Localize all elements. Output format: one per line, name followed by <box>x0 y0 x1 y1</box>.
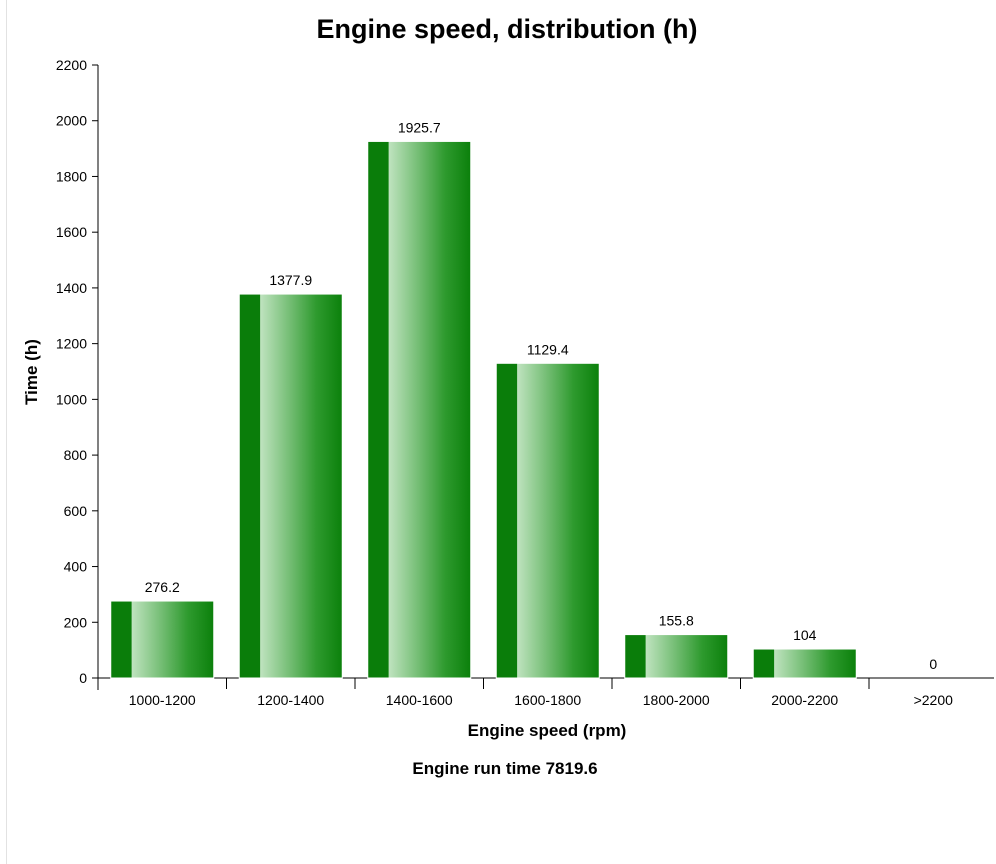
bar <box>624 634 729 679</box>
y-axis: 0 200 400 600 800 1000 1200 1400 1600 1800 2000 220… <box>56 57 99 690</box>
data-label: 1377.9 <box>269 272 312 288</box>
y-tick-label: 1200 <box>56 336 87 352</box>
data-label: 1129.4 <box>527 341 569 357</box>
bar <box>110 600 215 679</box>
bar <box>367 140 472 679</box>
y-tick-label: 400 <box>64 559 88 575</box>
y-tick-label: 800 <box>64 447 88 463</box>
x-tick-label: >2200 <box>914 692 954 708</box>
bar <box>238 293 343 679</box>
x-tick-label: 2000-2200 <box>771 692 838 708</box>
x-tick-label: 1400-1600 <box>386 692 453 708</box>
x-tick-label: 1200-1400 <box>257 692 324 708</box>
y-axis-title: Time (h) <box>22 339 41 405</box>
data-labels: 276.2 1377.9 1925.7 1129.4 155.8 104 0 <box>145 119 938 672</box>
x-tick-label: 1600-1800 <box>514 692 581 708</box>
data-label: 1925.7 <box>398 119 441 135</box>
x-tick-label: 1000-1200 <box>129 692 196 708</box>
x-axis: 1000-1200 1200-1400 1400-1600 1600-1800 1800… <box>97 677 994 708</box>
y-tick-label: 1000 <box>56 391 87 407</box>
engine-run-time-footer: Engine run time 7819.6 <box>412 759 597 778</box>
chart-title: Engine speed, distribution (h) <box>317 14 698 44</box>
data-label: 155.8 <box>659 613 694 629</box>
data-label: 276.2 <box>145 579 180 595</box>
y-tick-label: 0 <box>79 670 87 686</box>
y-tick-label: 1400 <box>56 280 87 296</box>
y-tick-label: 600 <box>64 503 88 519</box>
bars <box>110 140 857 679</box>
y-tick-label: 2000 <box>56 113 87 129</box>
bar <box>752 648 857 679</box>
x-tick-label: 1800-2000 <box>643 692 710 708</box>
x-axis-title: Engine speed (rpm) <box>468 721 627 740</box>
page-left-border <box>6 0 7 864</box>
y-tick-label: 2200 <box>56 57 87 73</box>
bar <box>495 362 600 679</box>
data-label: 104 <box>793 627 817 643</box>
data-label: 0 <box>929 656 937 672</box>
y-tick-label: 1800 <box>56 168 87 184</box>
y-tick-label: 1600 <box>56 224 87 240</box>
y-tick-label: 200 <box>64 614 88 630</box>
